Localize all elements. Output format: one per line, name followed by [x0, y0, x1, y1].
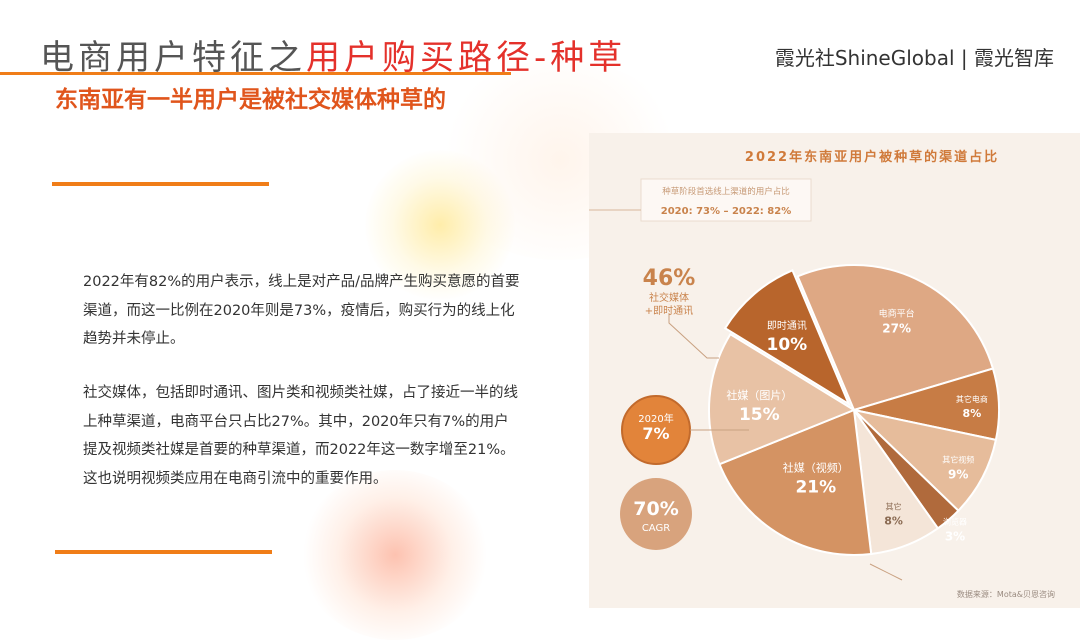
note-values: 2020: 73% – 2022: 82%	[661, 206, 791, 217]
subtitle: 东南亚有一半用户是被社交媒体种草的	[55, 87, 446, 113]
slice-name-label: 社媒（图片）	[726, 388, 792, 402]
title-underline-left	[0, 72, 55, 75]
note-box	[640, 178, 812, 222]
title-accent: 用户购买路径-种草	[306, 38, 627, 78]
cagr-percent: 70%	[633, 498, 678, 520]
social-percent: 46%	[643, 266, 696, 291]
slice-value-label: 27%	[882, 322, 911, 336]
page-title: 电商用户特征之用户购买路径-种草	[40, 30, 626, 79]
slice-value-label: 10%	[767, 335, 808, 355]
slice-value-label: 8%	[884, 515, 903, 528]
slice-name-label: 其它电商	[956, 394, 988, 404]
browser-connector	[869, 563, 903, 581]
slice-name-label: 电商平台	[879, 308, 915, 320]
slice-name-label: 社媒（视频）	[783, 461, 849, 475]
pie-slice	[850, 408, 998, 513]
orange-glow	[300, 470, 490, 640]
chart-title: 2022年东南亚用户被种草的渠道占比	[745, 149, 999, 165]
social-label-2: +即时通讯	[645, 305, 693, 317]
slice-value-label: 9%	[948, 467, 968, 481]
title-underline	[55, 72, 511, 75]
bottom-divider	[55, 550, 272, 554]
slice-value-label: 15%	[739, 405, 780, 425]
social-label-1: 社交媒体	[649, 291, 689, 304]
video-2020-year: 2020年	[638, 412, 673, 425]
social-bracket	[668, 313, 719, 359]
cagr-label: CAGR	[642, 523, 670, 534]
pie-chart: 2022年东南亚用户被种草的渠道占比 种草阶段首选线上渠道的用户占比 2020:…	[589, 149, 1055, 599]
slice-value-label: 3%	[945, 530, 965, 544]
title-prefix: 电商用户特征之	[40, 38, 306, 78]
brand-logo-text: 霞光社ShineGlobal | 霞光智库	[774, 46, 1054, 70]
pie-slice	[708, 332, 857, 466]
paragraph-2: 社交媒体，包括即时通讯、图片类和视频类社媒，占了接近一半的线上种草渠道，电商平台…	[83, 385, 518, 487]
top-divider	[52, 182, 269, 186]
video-2020-percent: 7%	[642, 424, 669, 443]
slice-name-label: 浏览器	[943, 517, 967, 527]
paragraph-1: 2022年有82%的用户表示，线上是对产品/品牌产生购买意愿的首要渠道，而这一比…	[83, 274, 520, 347]
slice-name-label: 即时通讯	[767, 320, 807, 332]
chart-panel: 2022年东南亚用户被种草的渠道占比 种草阶段首选线上渠道的用户占比 2020:…	[589, 133, 1080, 608]
pie-slices: 即时通讯 10% 电商平台 27% 其它电商 8% 其它视频 9% 浏览器 3% 其它 8% 社媒（视频…	[708, 264, 1000, 556]
slice-value-label: 21%	[795, 478, 836, 498]
pie-slice	[723, 269, 851, 407]
slice-name-label: 其它视频	[942, 454, 974, 464]
pie-slice	[796, 264, 995, 412]
cagr-circle	[620, 478, 692, 550]
slice-value-label: 8%	[963, 407, 982, 420]
note-label: 种草阶段首选线上渠道的用户占比	[662, 186, 790, 197]
pie-slice	[718, 408, 873, 556]
source-note: 数据来源：Mota&贝恩咨询	[957, 589, 1055, 599]
slice-name-label: 其它	[886, 502, 902, 512]
